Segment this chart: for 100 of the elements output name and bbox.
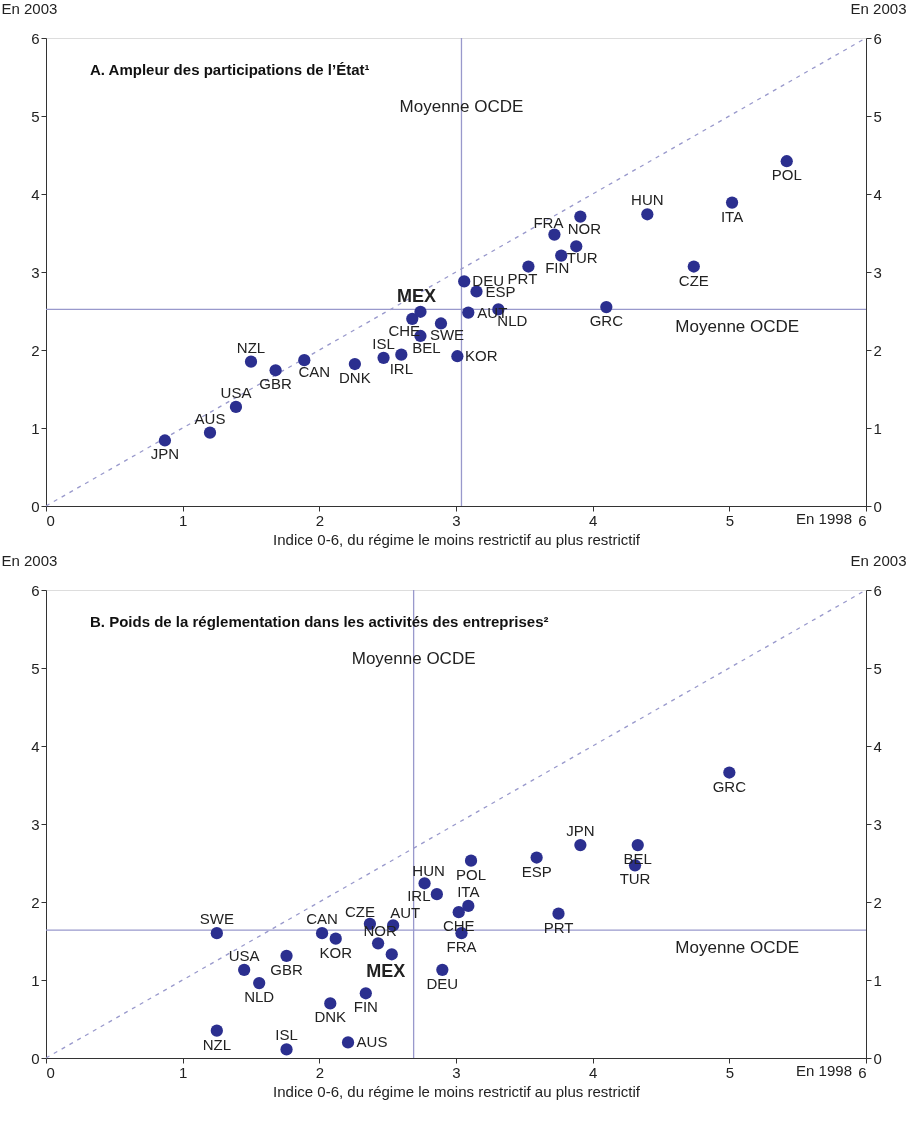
point: [780, 155, 793, 168]
ref-line-label: Moyenne OCDE: [675, 938, 800, 958]
annotation: CAN: [306, 910, 338, 928]
point: [371, 937, 385, 950]
annotation: NLD: [244, 988, 275, 1006]
point: [555, 249, 568, 262]
point: [723, 766, 736, 779]
point: [725, 196, 739, 209]
point: [600, 300, 613, 314]
point: [210, 1024, 223, 1037]
y2-tick-label: 6: [873, 581, 882, 599]
annotation: AUS: [194, 409, 226, 427]
y2-tick-label: 1: [873, 419, 882, 437]
y-tick-label: 5: [31, 107, 40, 125]
annotation: GBR: [270, 960, 303, 978]
point: [641, 208, 654, 221]
point: [470, 285, 483, 298]
point: [329, 932, 342, 945]
annotation: CZE: [344, 902, 375, 920]
annotation: HUN: [412, 862, 445, 880]
point: [280, 949, 293, 962]
annotation: SWE: [429, 326, 465, 344]
y-tick-label: 2: [31, 341, 40, 359]
text: En 1998: [796, 510, 852, 527]
annotation: CZE: [678, 271, 709, 289]
annotation: BEL: [623, 850, 652, 868]
x-axis-title: Indice 0-6, du régime le moins restrictif au plus restrictif: [273, 530, 641, 548]
annotation: NOR: [363, 922, 397, 940]
x-tick-label: 4: [588, 1063, 598, 1081]
text: B. Poids de la réglementation dans les activités des entreprises²: [90, 613, 549, 630]
x-tick-label: 6: [858, 1063, 867, 1081]
annotation: GRC: [589, 312, 624, 330]
annotation: GBR: [259, 375, 293, 393]
annotation: DNK: [339, 369, 371, 387]
point: [348, 357, 361, 371]
point: [574, 210, 587, 223]
x-tick-label: 5: [725, 1063, 735, 1081]
annotation: MEX: [396, 285, 436, 306]
annotation: JPN: [150, 445, 180, 463]
annotation: KOR: [465, 347, 498, 365]
y2-tick-label: 5: [873, 659, 882, 677]
y-tick-label: 2: [31, 893, 40, 911]
point: [280, 1043, 293, 1056]
point: [341, 1036, 355, 1049]
annotation: SWE: [199, 910, 234, 928]
ref-line-label: Moyenne OCDE: [675, 317, 800, 337]
annotation: FIN: [353, 998, 378, 1016]
x-tick-label: 1: [178, 1063, 188, 1081]
y2-tick-label: 3: [873, 815, 882, 833]
point: [406, 312, 419, 325]
y-axis-title: En 2003: [1, 551, 58, 569]
annotation: ISL: [275, 1026, 298, 1044]
annotation: JPN: [566, 822, 595, 840]
point: [462, 899, 475, 913]
y-tick-label: 0: [31, 497, 40, 515]
y-tick-label: 4: [31, 185, 40, 203]
point: [530, 851, 543, 864]
point: [244, 355, 258, 368]
y-tick-label: 1: [31, 971, 40, 989]
point: [570, 240, 583, 253]
point: [687, 260, 700, 273]
annotation: IRL: [407, 887, 431, 905]
y-tick-label: 1: [31, 419, 40, 437]
point: [315, 927, 329, 940]
y2-tick-label: 5: [873, 107, 882, 125]
x-tick-label: 2: [315, 511, 325, 529]
point: [430, 888, 443, 901]
y-tick-label: 4: [31, 737, 40, 755]
ref-line-label: Moyenne OCDE: [351, 648, 476, 668]
x-tick-label: 0: [46, 511, 55, 529]
y2-tick-label: 1: [873, 971, 882, 989]
point: [238, 963, 251, 976]
point: [552, 907, 565, 920]
y2-tick-label: 0: [873, 497, 882, 515]
x-tick-label: 6: [858, 511, 867, 529]
y2-tick-label: 4: [873, 737, 882, 755]
point: [229, 400, 243, 414]
point: [414, 305, 427, 318]
point: [210, 927, 223, 940]
annotation: DEU: [426, 974, 459, 992]
y2-tick-label: 2: [873, 893, 882, 911]
annotation: AUT: [390, 904, 421, 922]
y-tick-label: 6: [31, 581, 40, 599]
point: [452, 906, 465, 919]
point: [548, 228, 561, 241]
y-tick-label: 6: [31, 29, 40, 47]
point: [434, 317, 448, 330]
annotation: ITA: [720, 207, 744, 225]
point: [158, 434, 172, 447]
point: [451, 350, 464, 363]
annotation: HUN: [631, 191, 664, 209]
point: [203, 426, 217, 439]
annotation: NZL: [236, 338, 266, 356]
annotation: GRC: [712, 777, 747, 795]
x-tick-label: 2: [315, 1063, 325, 1081]
x-tick-label: 4: [588, 511, 598, 529]
x-tick-label: 3: [452, 1063, 461, 1081]
point: [418, 877, 431, 890]
y2-tick-label: 0: [873, 1049, 882, 1067]
annotation: PRT: [507, 269, 538, 287]
